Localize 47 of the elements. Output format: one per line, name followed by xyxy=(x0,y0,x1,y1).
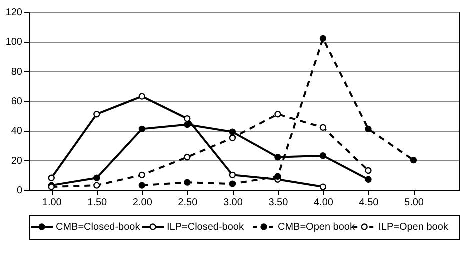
point xyxy=(94,174,100,182)
y-tick-label: 60 xyxy=(11,96,23,108)
legend-label: CMB=Closed-book xyxy=(56,222,142,233)
point xyxy=(320,35,327,42)
point xyxy=(274,154,282,161)
point xyxy=(229,172,236,178)
point xyxy=(94,111,100,118)
x-tick-label: 3.50 xyxy=(268,198,289,208)
point xyxy=(138,126,146,133)
point xyxy=(365,126,372,133)
x-tick-label: 2.50 xyxy=(178,198,198,208)
point xyxy=(365,176,372,183)
x-tick-label: 4.50 xyxy=(359,198,380,208)
x-tick-label: 4.00 xyxy=(314,198,334,208)
point xyxy=(184,115,191,122)
point xyxy=(94,182,100,189)
x-tick-label: 5.00 xyxy=(404,198,424,208)
point xyxy=(138,172,146,178)
y-tick-label: 0 xyxy=(16,186,23,196)
y-tick-label: 100 xyxy=(6,37,23,48)
legend-label: ILP=Closed-book xyxy=(167,222,245,233)
x-tick-label: 2.00 xyxy=(132,198,153,208)
x-tick-label: 1.00 xyxy=(42,198,62,208)
legend-label: CMB=Open book xyxy=(278,222,356,233)
point xyxy=(274,111,282,118)
point xyxy=(138,93,146,100)
point xyxy=(274,173,282,180)
point xyxy=(365,167,372,174)
point xyxy=(229,128,236,136)
point xyxy=(184,154,191,161)
point xyxy=(320,152,327,160)
point xyxy=(320,184,327,190)
point xyxy=(48,174,55,182)
point xyxy=(184,121,191,128)
y-tick-label: 40 xyxy=(11,126,23,138)
point xyxy=(410,157,418,164)
point xyxy=(320,124,327,132)
point xyxy=(184,179,191,186)
point xyxy=(138,182,146,189)
legend-label: ILP=Open book xyxy=(378,222,450,233)
point xyxy=(229,180,236,188)
x-tick-label: 3.00 xyxy=(223,198,244,208)
y-tick-label: 80 xyxy=(11,66,23,78)
y-tick-label: 120 xyxy=(6,8,23,18)
x-tick-label: 1.50 xyxy=(88,198,108,208)
point xyxy=(229,134,236,142)
y-tick-label: 20 xyxy=(11,156,23,167)
